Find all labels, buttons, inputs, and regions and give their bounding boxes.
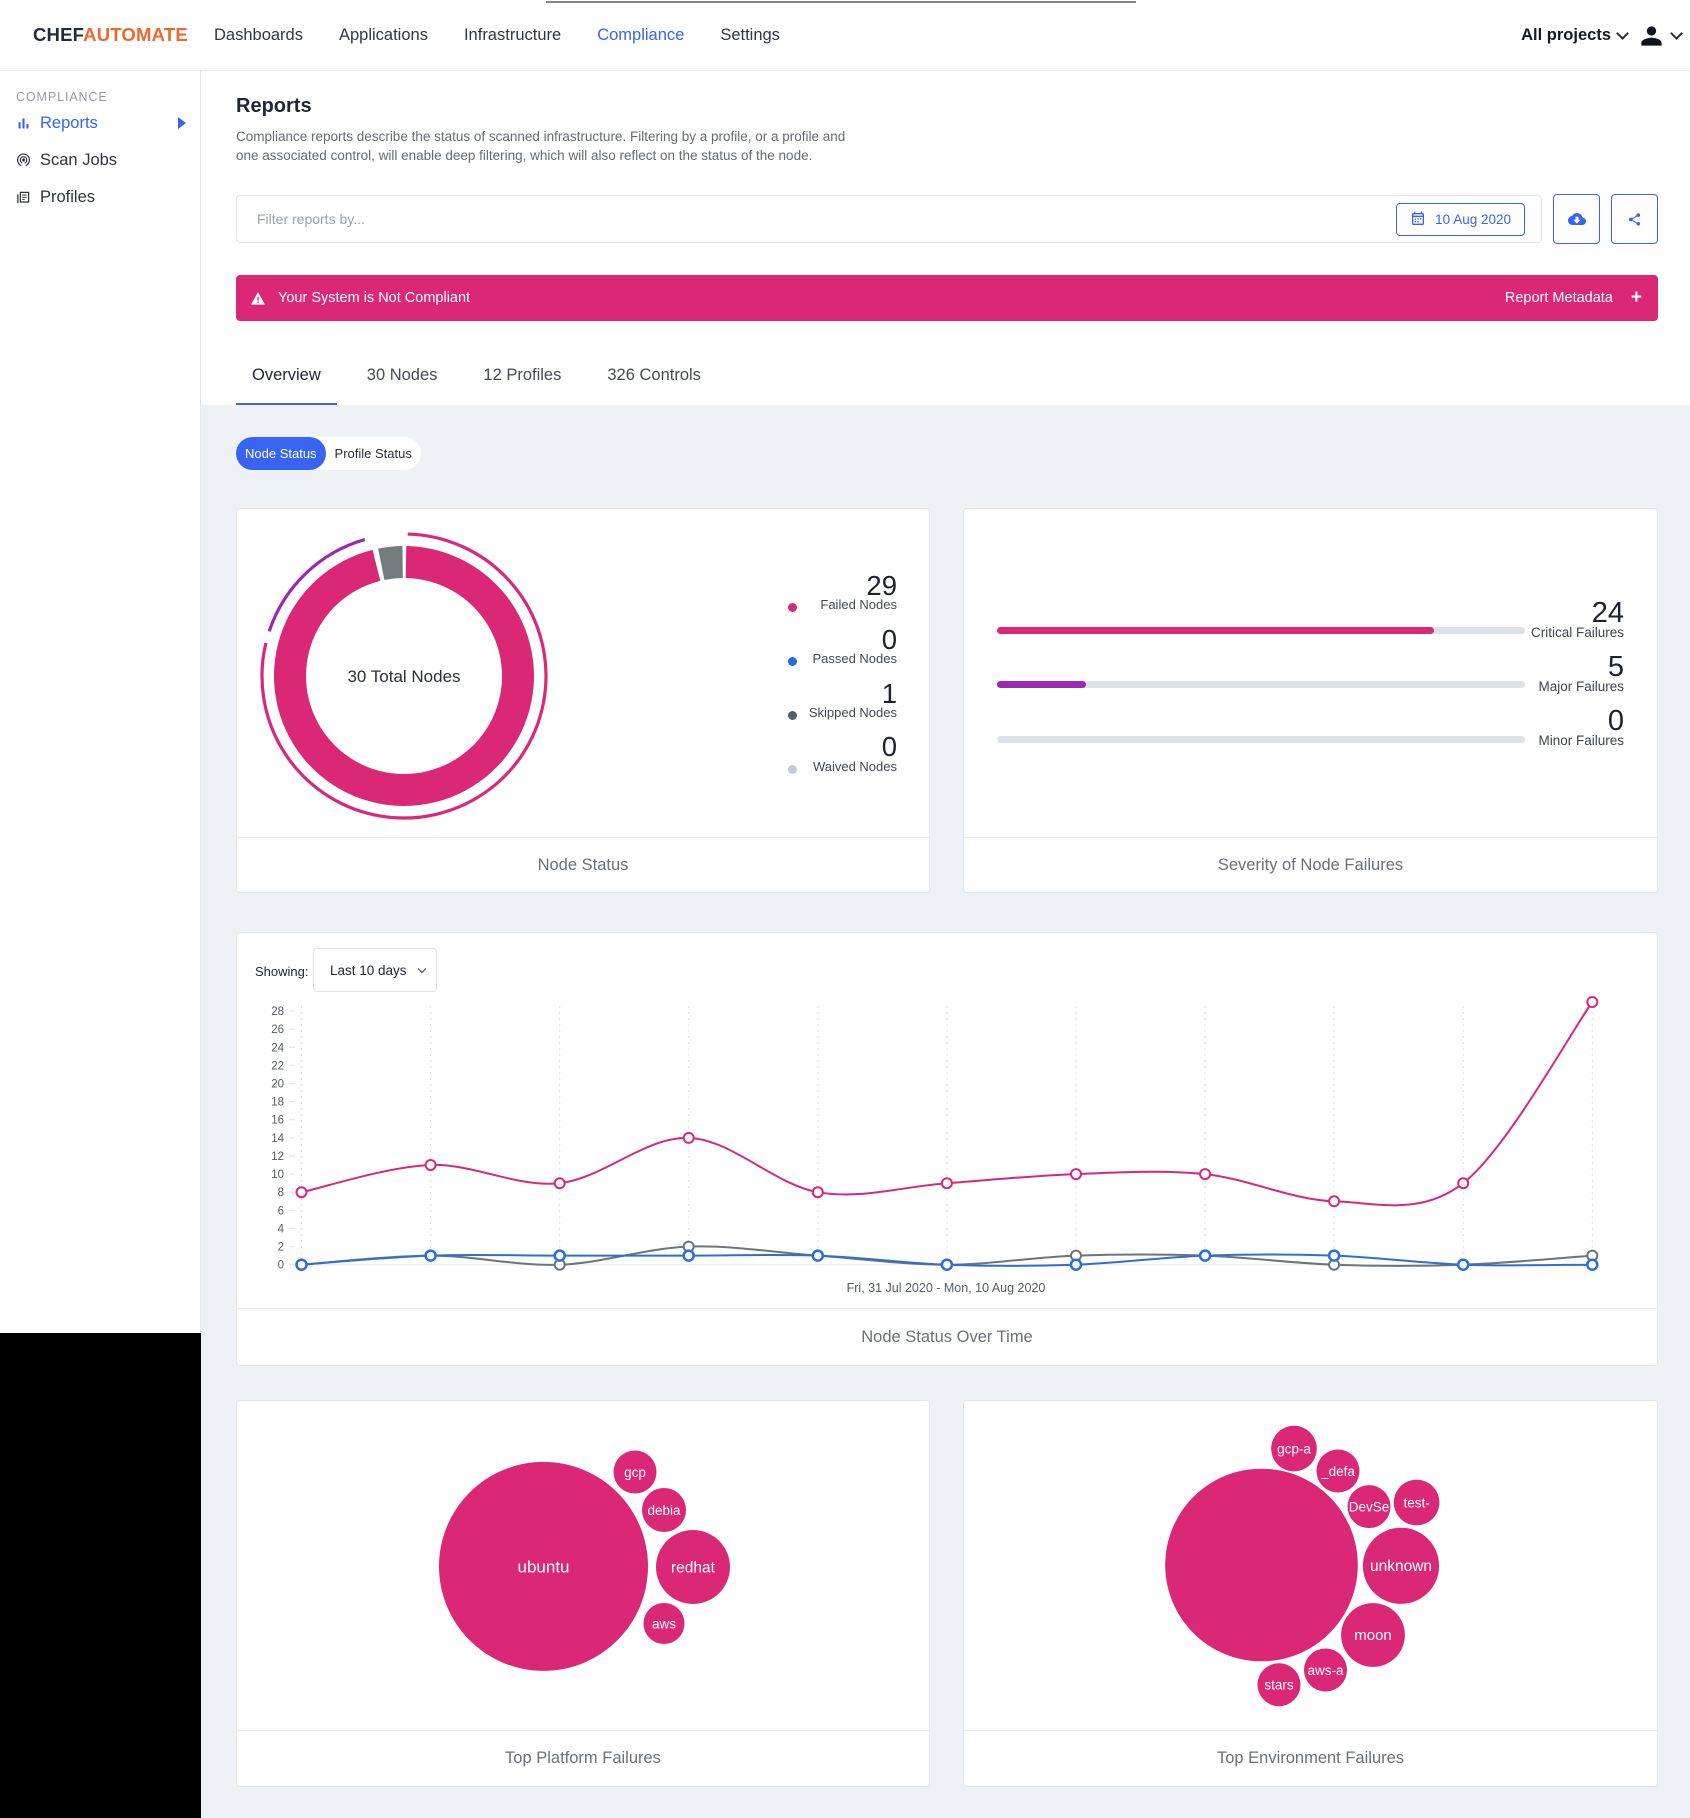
svg-text:gcp: gcp	[624, 1465, 646, 1480]
svg-text:26: 26	[271, 1024, 284, 1036]
svg-text:2: 2	[278, 1242, 284, 1254]
svg-text:aws: aws	[652, 1617, 676, 1632]
svg-text:30 Total Nodes: 30 Total Nodes	[347, 667, 460, 686]
svg-text:24: 24	[271, 1042, 284, 1054]
svg-text:DevSe: DevSe	[1349, 1500, 1390, 1515]
svg-text:stars: stars	[1264, 1678, 1294, 1693]
svg-text:28: 28	[271, 1006, 284, 1018]
svg-text:debia: debia	[647, 1503, 681, 1518]
svg-text:_defa: _defa	[1320, 1464, 1355, 1479]
svg-text:aws-a: aws-a	[1307, 1663, 1344, 1678]
svg-text:18: 18	[271, 1097, 284, 1109]
svg-text:10: 10	[271, 1169, 284, 1181]
svg-text:redhat: redhat	[671, 1560, 716, 1577]
svg-text:22: 22	[271, 1060, 284, 1072]
svg-text:moon: moon	[1354, 1627, 1392, 1644]
svg-text:14: 14	[271, 1133, 284, 1145]
svg-text:ubuntu: ubuntu	[518, 1558, 570, 1577]
svg-text:16: 16	[271, 1115, 284, 1127]
svg-text:8: 8	[278, 1187, 284, 1199]
svg-text:unknown: unknown	[1370, 1558, 1432, 1575]
svg-text:12: 12	[271, 1151, 284, 1163]
svg-text:6: 6	[278, 1205, 284, 1217]
svg-text:test-: test-	[1403, 1496, 1429, 1511]
svg-text:gcp-a: gcp-a	[1277, 1442, 1311, 1457]
svg-text:4: 4	[278, 1224, 285, 1236]
svg-text:Fri, 31 Jul 2020 - Mon, 10 Aug: Fri, 31 Jul 2020 - Mon, 10 Aug 2020	[847, 1281, 1046, 1295]
svg-text:0: 0	[278, 1260, 284, 1272]
svg-text:20: 20	[271, 1079, 284, 1091]
